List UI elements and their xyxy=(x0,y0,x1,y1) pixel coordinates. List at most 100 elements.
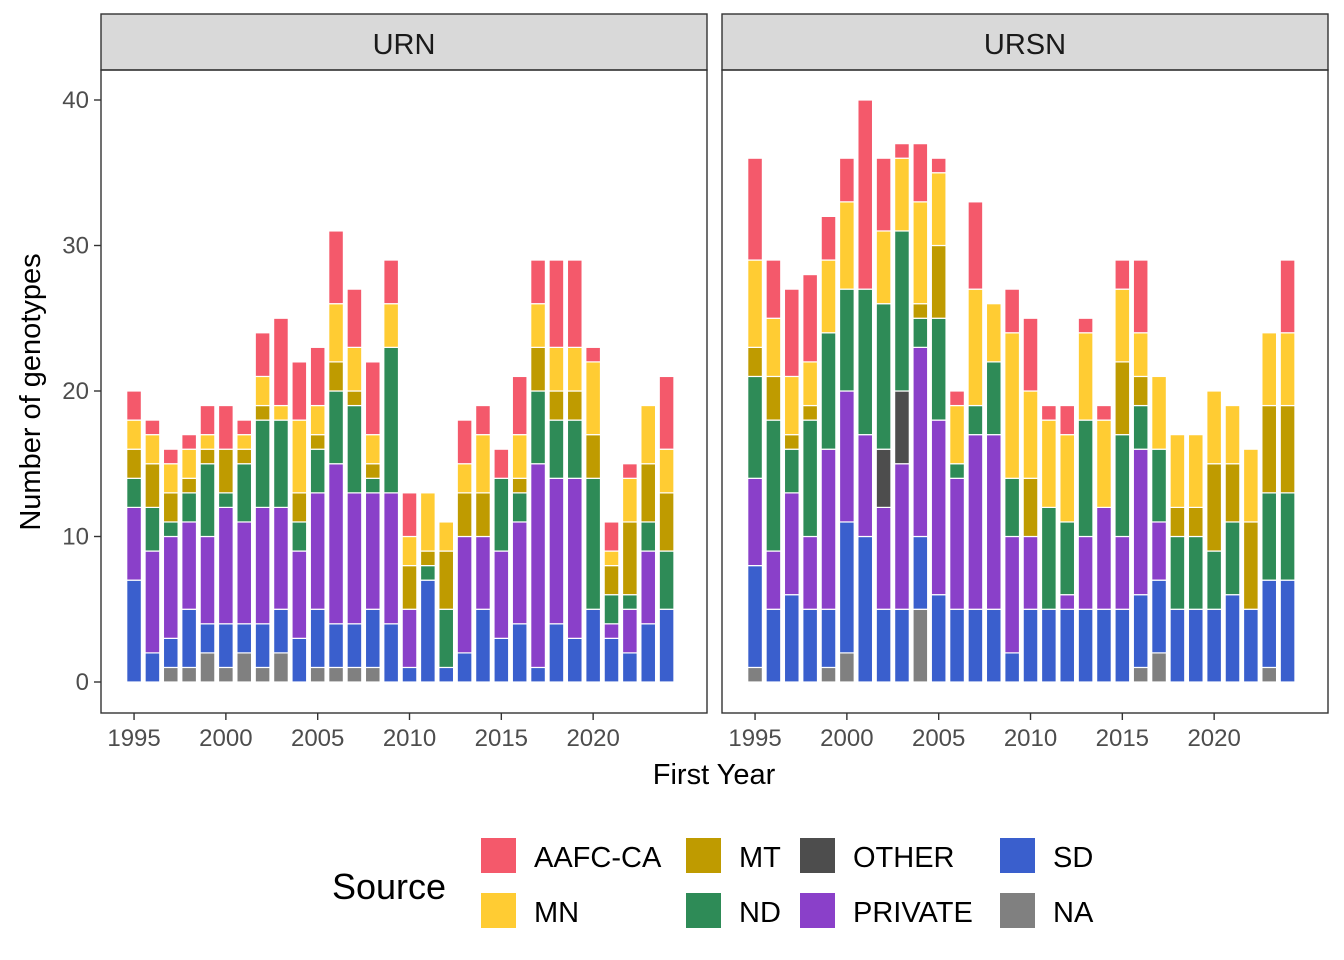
bar-segment-sd xyxy=(126,579,143,683)
bar-segment-private xyxy=(765,550,782,610)
bar-segment-aafc-ca xyxy=(1004,288,1021,334)
bar-segment-nd xyxy=(181,492,198,523)
bar-segment-mt xyxy=(438,550,455,610)
bar-segment-sd xyxy=(475,608,491,683)
bar-segment-na xyxy=(747,666,764,683)
bar-segment-sd xyxy=(603,637,620,683)
bar-segment-mn xyxy=(144,434,161,465)
bar-segment-aafc-ca xyxy=(658,375,675,450)
bar-segment-mt xyxy=(511,477,528,494)
bar-segment-aafc-ca xyxy=(585,346,602,363)
bar-segment-private xyxy=(985,434,1002,610)
bar-segment-mn xyxy=(254,375,271,407)
x-tick-label: 1995 xyxy=(728,725,781,752)
bar-segment-aafc-ca xyxy=(820,215,837,261)
bar-segment-aafc-ca xyxy=(1040,404,1057,421)
bar-segment-nd xyxy=(912,317,929,348)
bar-segment-aafc-ca xyxy=(181,434,198,450)
bar-segment-mt xyxy=(199,448,216,465)
x-tick-label: 2000 xyxy=(199,725,252,752)
bar-segment-aafc-ca xyxy=(548,259,565,348)
bar-segment-sd xyxy=(511,623,528,683)
bar-segment-sd xyxy=(236,623,253,654)
bar-segment-private xyxy=(475,535,491,610)
bar-segment-mt xyxy=(456,492,473,538)
bar-segment-private xyxy=(949,477,966,610)
bar-segment-aafc-ca xyxy=(346,288,363,348)
bar-segment-mn xyxy=(291,419,308,494)
bar-segment-nd xyxy=(1132,404,1149,450)
bar-segment-aafc-ca xyxy=(1114,259,1131,290)
bar-segment-sd xyxy=(383,623,400,683)
bar-segment-nd xyxy=(1114,434,1131,538)
bar-segment-mn xyxy=(802,361,819,407)
bar-segment-mt xyxy=(328,361,344,392)
legend-key-aafc-ca xyxy=(481,838,516,873)
bar-segment-mn xyxy=(364,434,381,465)
bar-segment-nd xyxy=(949,463,966,479)
bar-segment-mt xyxy=(658,492,675,552)
bar-segment-sd xyxy=(765,608,782,683)
bar-segment-sd xyxy=(658,608,675,683)
facet-strip xyxy=(100,13,708,71)
bar-segment-private xyxy=(621,608,638,654)
bar-segment-sd xyxy=(1242,608,1259,683)
bar-segment-aafc-ca xyxy=(603,521,620,552)
bar-segment-private xyxy=(328,463,344,625)
bar-segment-aafc-ca xyxy=(1132,259,1149,334)
bar-segment-sd xyxy=(857,535,874,683)
bar-segment-nd xyxy=(603,594,620,625)
bar-segment-aafc-ca xyxy=(217,404,234,450)
bar-segment-private xyxy=(930,419,947,596)
bar-segment-private xyxy=(273,506,289,610)
bar-segment-nd xyxy=(857,288,874,436)
bar-segment-mt xyxy=(254,404,271,421)
bar-segment-private xyxy=(493,550,510,639)
bar-segment-sd xyxy=(346,623,363,669)
bar-segment-private xyxy=(236,521,253,625)
bar-segment-nd xyxy=(566,419,583,479)
bar-segment-aafc-ca xyxy=(126,390,143,421)
bar-segment-aafc-ca xyxy=(273,317,289,407)
legend-label-mn: MN xyxy=(534,897,579,929)
bar-segment-na xyxy=(364,666,381,683)
bar-segment-sd xyxy=(1169,608,1186,683)
bar-segment-aafc-ca xyxy=(530,259,547,305)
x-tick-label: 1995 xyxy=(107,725,160,752)
bar-segment-aafc-ca xyxy=(783,288,800,378)
y-tick-label: 0 xyxy=(76,669,89,696)
bar-segment-mn xyxy=(1261,332,1278,407)
bar-segment-aafc-ca xyxy=(1022,317,1039,392)
bar-segment-mn xyxy=(967,288,984,407)
legend-key-mn xyxy=(481,893,516,928)
bar-segment-nd xyxy=(383,346,400,494)
bar-segment-na xyxy=(838,652,855,683)
panels: URN 1995 2000 2005 2010 2015 2020 0 10 20 30 40 URSN… xyxy=(62,13,1329,752)
bar-segment-nd xyxy=(309,448,326,494)
bar-segment-nd xyxy=(765,419,782,552)
bar-segment-sd xyxy=(1279,579,1296,683)
bar-segment-mn xyxy=(1096,419,1112,509)
bar-segment-private xyxy=(838,390,855,523)
bar-segment-private xyxy=(820,448,837,610)
bar-segment-nd xyxy=(747,375,764,479)
bar-segment-private xyxy=(364,492,381,610)
bar-segment-nd xyxy=(1279,492,1296,581)
bar-segment-nd xyxy=(658,550,675,610)
bar-segment-sd xyxy=(309,608,326,669)
bar-segment-private xyxy=(511,521,528,625)
bar-segment-na xyxy=(820,666,837,683)
bar-segment-na xyxy=(1132,666,1149,683)
bar-segment-mn xyxy=(1022,390,1039,479)
bar-segment-mn xyxy=(985,303,1002,363)
bar-segment-mn xyxy=(838,201,855,290)
bar-segment-mn xyxy=(1169,434,1186,508)
bar-segment-mn xyxy=(640,404,657,465)
bar-segment-private xyxy=(1077,535,1094,610)
bar-segment-private xyxy=(126,506,143,581)
bar-segment-mn xyxy=(566,346,583,392)
bar-segment-private xyxy=(875,506,892,610)
bar-segment-private xyxy=(894,463,910,610)
bar-segment-nd xyxy=(217,492,234,509)
bar-segment-aafc-ca xyxy=(875,157,892,232)
